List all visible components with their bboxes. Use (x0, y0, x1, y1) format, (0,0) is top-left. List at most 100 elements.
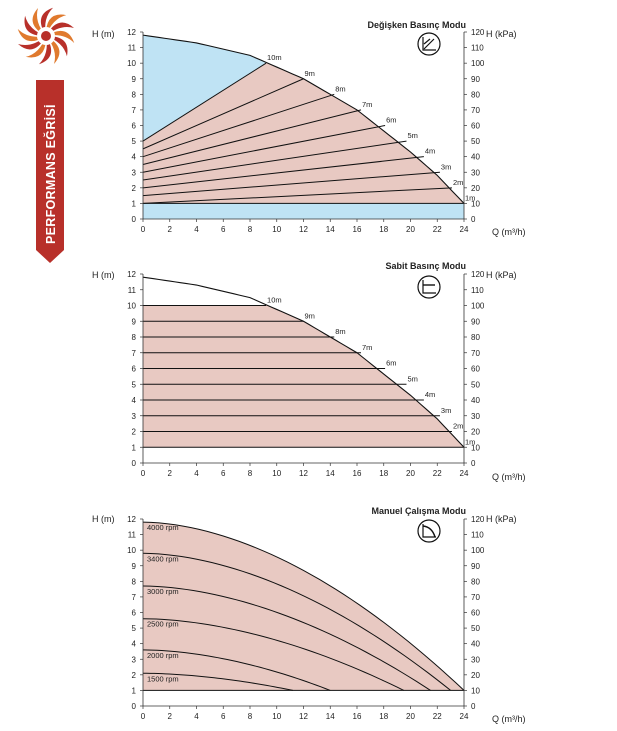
operating-area-manual (143, 522, 464, 691)
y2-tick-label: 20 (471, 671, 480, 680)
y-tick-label: 6 (132, 122, 137, 131)
x-tick-label: 0 (141, 225, 146, 234)
y-tick-label: 8 (132, 577, 137, 586)
y2-tick-label: 80 (471, 90, 480, 99)
y2-tick-label: 120 (471, 270, 485, 279)
speed-curve (142, 521, 465, 691)
y-axis-label: H (m) (92, 514, 115, 524)
curve-label: 9m (305, 311, 315, 320)
y2-tick-label: 0 (471, 459, 476, 468)
y-tick-label: 2 (132, 428, 137, 437)
x-tick-label: 22 (433, 469, 442, 478)
x-tick-label: 10 (272, 469, 281, 478)
y-tick-label: 4 (132, 396, 137, 405)
x-tick-label: 12 (299, 225, 308, 234)
y2-tick-label: 40 (471, 640, 480, 649)
y-tick-label: 11 (128, 286, 137, 295)
x-tick-label: 20 (406, 225, 415, 234)
y2-axis-label: H (kPa) (486, 270, 517, 280)
swirl-petal (46, 22, 74, 36)
y2-tick-label: 120 (471, 515, 485, 524)
y-tick-label: 10 (127, 546, 136, 555)
y2-tick-label: 70 (471, 593, 480, 602)
x-tick-label: 18 (379, 225, 388, 234)
y2-tick-label: 80 (471, 333, 480, 342)
curve-label: 1m (465, 437, 475, 446)
curve-label: 6m (386, 116, 396, 125)
x-tick-label: 8 (248, 469, 253, 478)
x-tick-label: 24 (460, 712, 469, 721)
y2-tick-label: 100 (471, 302, 485, 311)
y-tick-label: 5 (132, 624, 137, 633)
y-tick-label: 1 (132, 199, 137, 208)
variable-pressure-icon (417, 32, 441, 56)
x-axis-label: Q (m³/h) (492, 472, 526, 482)
icon-ring (417, 275, 441, 299)
y2-tick-label: 0 (471, 215, 476, 224)
x-tick-label: 0 (141, 469, 146, 478)
swirl-petal (46, 36, 60, 64)
curve-label: 10m (267, 53, 282, 62)
y-tick-label: 11 (128, 44, 137, 53)
y-tick-label: 8 (132, 90, 137, 99)
swirl-petal (32, 8, 46, 36)
y-tick-label: 3 (132, 168, 137, 177)
y-tick-label: 9 (132, 75, 137, 84)
y-tick-label: 10 (127, 302, 136, 311)
y2-tick-label: 30 (471, 412, 480, 421)
x-tick-label: 18 (379, 469, 388, 478)
x-tick-label: 14 (326, 712, 335, 721)
y2-tick-label: 10 (471, 443, 480, 452)
y2-tick-label: 10 (471, 199, 480, 208)
curve-label: 3m (441, 162, 451, 171)
y2-tick-label: 90 (471, 75, 480, 84)
y2-tick-label: 0 (471, 702, 476, 711)
curve-label: 5m (407, 131, 417, 140)
y-tick-label: 1 (132, 686, 137, 695)
speed-curve (142, 649, 331, 691)
y-tick-label: 12 (127, 515, 136, 524)
x-tick-label: 12 (299, 469, 308, 478)
y2-tick-label: 40 (471, 396, 480, 405)
chart-constant-pressure: Sabit Basınç Modu H (m) H (kPa) Q (m³/h)… (92, 261, 526, 482)
speed-label: 2000 rpm (147, 651, 179, 660)
x-tick-label: 12 (299, 712, 308, 721)
y2-axis-label: H (kPa) (486, 29, 517, 39)
y2-tick-label: 110 (471, 44, 484, 53)
brand-logo-strip: PERFORMANS EĞRİSİ (16, 6, 76, 263)
y2-tick-label: 100 (471, 546, 485, 555)
y2-tick-label: 80 (471, 577, 480, 586)
swirl-petal (18, 36, 46, 50)
curve-label: 4m (425, 147, 435, 156)
x-tick-label: 22 (433, 225, 442, 234)
curve-label: 8m (335, 84, 345, 93)
x-axis-label: Q (m³/h) (492, 227, 526, 237)
performance-charts: Değişken Basınç Modu H (m) H (kPa) Q (m³… (92, 20, 526, 724)
speed-label: 1500 rpm (147, 674, 179, 683)
curve-label: 1m (465, 193, 475, 202)
manual-mode-icon (417, 519, 441, 543)
x-tick-label: 22 (433, 712, 442, 721)
y-tick-label: 0 (132, 215, 137, 224)
y-tick-label: 4 (132, 153, 137, 162)
y-tick-label: 3 (132, 412, 137, 421)
x-tick-label: 20 (406, 469, 415, 478)
x-tick-label: 20 (406, 712, 415, 721)
x-tick-label: 14 (326, 225, 335, 234)
icon-lines (422, 525, 436, 538)
icon-lines (423, 38, 435, 50)
control-curve (142, 140, 407, 181)
y2-tick-label: 30 (471, 168, 480, 177)
x-tick-label: 0 (141, 712, 146, 721)
y2-tick-label: 100 (471, 59, 485, 68)
y-tick-label: 12 (127, 28, 136, 37)
x-tick-label: 10 (272, 225, 281, 234)
y-tick-label: 7 (132, 593, 137, 602)
y-axis-label: H (m) (92, 29, 115, 39)
icon-axes (422, 37, 436, 51)
y2-tick-label: 60 (471, 609, 480, 618)
x-tick-label: 6 (221, 712, 226, 721)
sun-swirl-logo-icon (16, 6, 76, 66)
curve-label: 9m (305, 69, 315, 78)
curve-label: 10m (267, 296, 282, 305)
